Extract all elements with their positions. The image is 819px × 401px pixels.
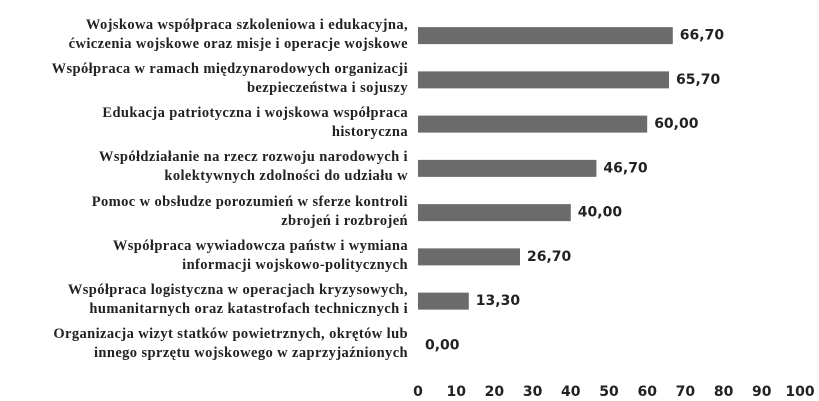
x-tick-label: 0 [413,384,423,400]
x-tick-label: 20 [485,384,505,400]
x-tick-label: 50 [599,384,619,400]
category-label: Współdziałanie na rzecz rozwoju narodowy… [98,149,408,185]
category-label: Edukacja patriotyczna i wojskowa współpr… [102,105,408,141]
bar [418,159,597,177]
category-label: Organizacja wizyt statków powietrznych, … [53,326,408,362]
x-tick-label: 10 [446,384,466,400]
bar [418,27,673,45]
value-label: 46,70 [603,160,648,176]
value-label: 40,00 [578,205,623,221]
x-tick-label: 100 [785,384,814,400]
category-label: Współpraca logistyczna w operacjach kryz… [67,282,408,318]
category-label: Współpraca wywiadowcza państw i wymiana … [112,237,408,273]
category-label: Współpraca w ramach międzynarodowych org… [51,60,408,96]
value-label: 26,70 [527,249,572,265]
bar [418,292,469,310]
value-label: 65,70 [676,72,721,88]
value-label: 13,30 [476,293,521,309]
category-label: Wojskowa współpraca szkoleniowa i edukac… [68,16,408,52]
x-tick-label: 30 [523,384,543,400]
category-label: Pomoc w obsłudze porozumień w sferze kon… [91,193,408,229]
value-label: 60,00 [654,116,699,132]
bar [418,248,520,266]
bar [418,115,648,133]
value-label: 66,70 [680,28,725,44]
value-label: 0,00 [425,337,460,353]
bar [418,204,571,222]
x-tick-label: 60 [637,384,657,400]
x-tick-label: 70 [676,384,696,400]
x-tick-label: 90 [752,384,772,400]
x-tick-label: 80 [714,384,734,400]
bar [418,71,669,89]
x-tick-label: 40 [561,384,581,400]
